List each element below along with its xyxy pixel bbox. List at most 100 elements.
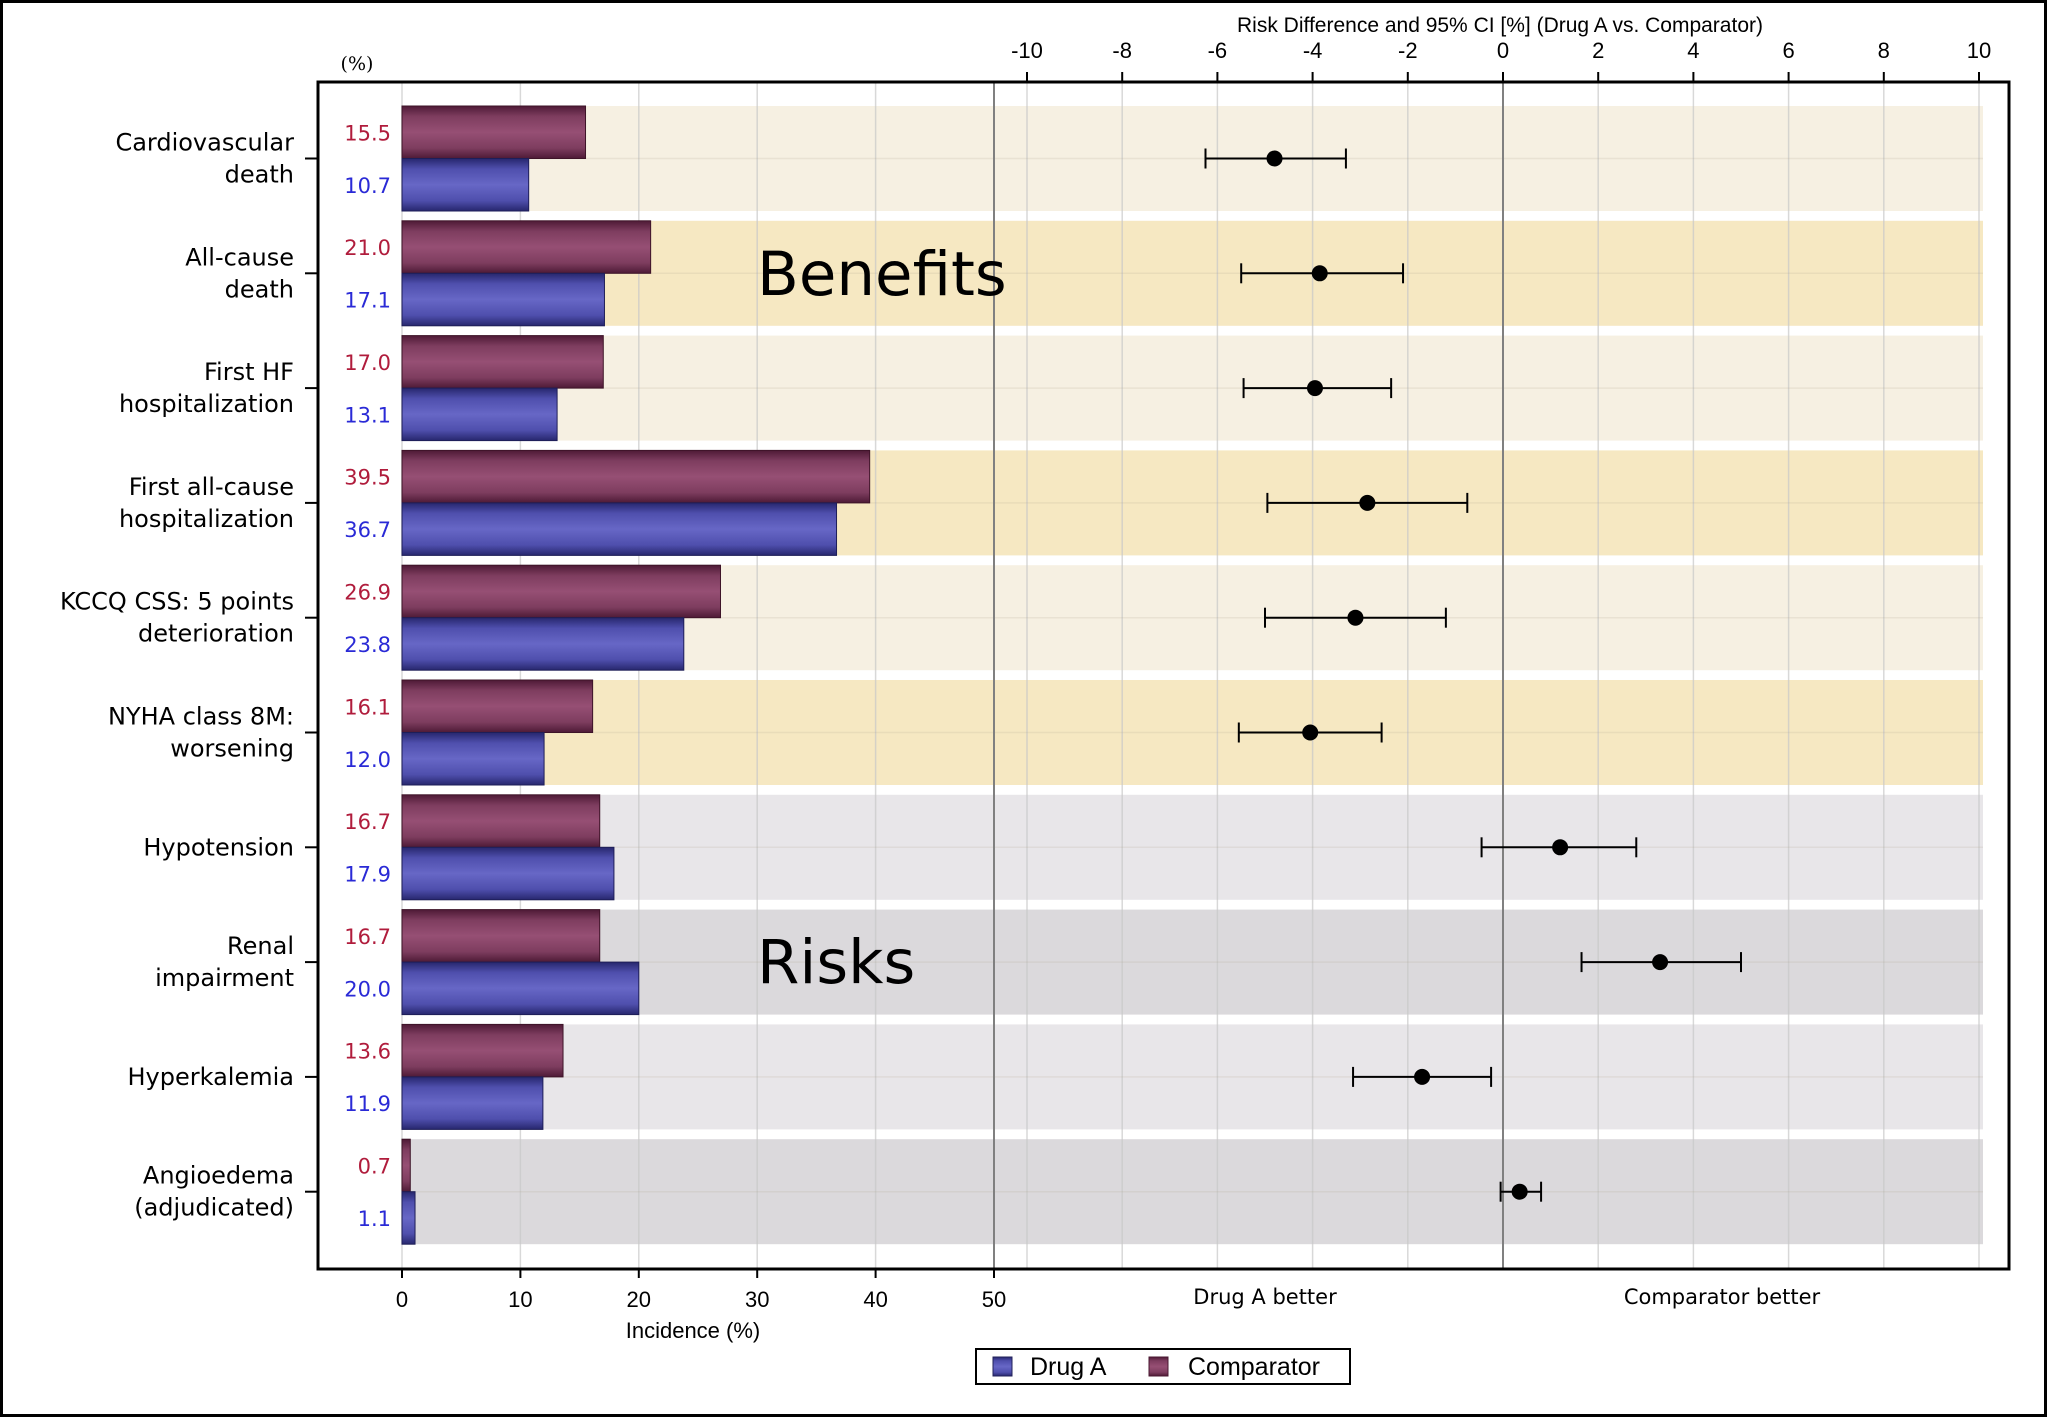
rd-tick-label: -4 — [1303, 38, 1323, 63]
unit-label: (%) — [341, 53, 374, 75]
rd-tick-label: 4 — [1687, 38, 1699, 63]
bar-drug-a — [401, 1191, 416, 1245]
value-label-comparator: 13.6 — [344, 1040, 391, 1064]
row-band-7 — [402, 794, 1983, 900]
rd-tick-label: 2 — [1592, 38, 1604, 63]
value-label-comparator: 16.7 — [344, 810, 391, 834]
row-band-2 — [402, 220, 1983, 326]
category-label: deterioration — [138, 620, 294, 648]
bar-drug-a — [401, 158, 530, 212]
value-label-comparator: 16.1 — [344, 695, 391, 719]
drug-a-better-label: Drug A better — [1193, 1285, 1337, 1309]
incidence-tick-label: 0 — [396, 1287, 408, 1312]
point-estimate — [1347, 609, 1364, 626]
incidence-tick-label: 20 — [627, 1287, 651, 1312]
value-label-drug-a: 1.1 — [358, 1207, 391, 1231]
value-label-drug-a: 23.8 — [344, 633, 391, 657]
legend-swatch-drug-a — [992, 1356, 1013, 1377]
comparator-better-label: Comparator better — [1624, 1285, 1821, 1309]
bar-drug-a — [401, 846, 615, 901]
rd-tick-label: 8 — [1878, 38, 1890, 63]
category-label: death — [225, 161, 294, 189]
group-label-risks: Risks — [757, 927, 915, 998]
bar-comparator — [401, 1138, 411, 1193]
category-label: Hypotension — [143, 833, 294, 861]
row-band-1 — [402, 106, 1983, 211]
rd-tick-label: -8 — [1112, 38, 1132, 63]
legend-swatch-comparator — [1148, 1356, 1169, 1377]
bar-comparator — [401, 679, 594, 733]
value-label-drug-a: 12.0 — [344, 748, 391, 772]
group-label-benefits: Benefits — [757, 239, 1007, 310]
category-label: impairment — [155, 964, 294, 992]
value-label-drug-a: 11.9 — [344, 1092, 391, 1116]
legend: Drug A Comparator — [975, 1348, 1351, 1385]
value-label-comparator: 26.9 — [344, 580, 391, 604]
category-label: death — [225, 275, 294, 303]
row-band-9 — [402, 1024, 1983, 1130]
value-label-comparator: 17.0 — [344, 351, 391, 375]
bar-comparator — [401, 220, 652, 274]
bar-comparator — [401, 1023, 564, 1078]
value-label-drug-a: 20.0 — [344, 977, 391, 1001]
category-label: First HF — [204, 358, 294, 386]
point-estimate — [1414, 1068, 1431, 1085]
point-estimate — [1306, 380, 1323, 397]
category-label: (adjudicated) — [134, 1194, 294, 1222]
value-label-drug-a: 17.1 — [344, 289, 391, 313]
bar-comparator — [401, 335, 604, 389]
point-estimate — [1311, 265, 1328, 282]
bar-drug-a — [401, 502, 838, 556]
bar-drug-a — [401, 272, 605, 327]
incidence-tick-label: 10 — [508, 1287, 532, 1312]
value-label-comparator: 16.7 — [344, 925, 391, 949]
category-label: Cardiovascular — [115, 129, 294, 157]
risk-difference-forest — [1204, 148, 1742, 1202]
category-label: First all-cause — [129, 473, 294, 501]
risk-difference-title: Risk Difference and 95% CI [%] (Drug A v… — [1237, 14, 1763, 37]
value-label-comparator: 39.5 — [344, 466, 391, 490]
bar-drug-a — [401, 617, 685, 671]
bar-drug-a — [401, 1076, 544, 1130]
value-label-drug-a: 17.9 — [344, 863, 391, 887]
category-label: hospitalization — [119, 390, 294, 418]
point-estimate — [1359, 494, 1376, 511]
benefit-risk-chart: 0 10 20 30 40 50 -10 -8 -6 -4 -2 0 2 4 6 8 10 (%) Risk D… — [60, 14, 2011, 1385]
category-label: worsening — [170, 735, 294, 763]
value-label-drug-a: 36.7 — [344, 518, 391, 542]
bar-comparator — [401, 449, 871, 504]
category-label: NYHA class 8M: — [108, 703, 294, 731]
row-band-3 — [402, 335, 1983, 441]
rd-tick-label: -2 — [1398, 38, 1418, 63]
bar-drug-a — [401, 387, 558, 442]
value-label-drug-a: 10.7 — [344, 174, 391, 198]
legend-label-drug-a: Drug A — [1030, 1353, 1107, 1381]
axes: 0 10 20 30 40 50 -10 -8 -6 -4 -2 0 2 4 6 8 10 — [305, 38, 2011, 1312]
bar-comparator — [401, 105, 587, 159]
point-estimate — [1266, 150, 1283, 167]
bar-drug-a — [401, 732, 545, 786]
category-label: Angioedema — [143, 1162, 294, 1190]
bar-comparator — [401, 794, 601, 848]
point-estimate — [1302, 724, 1319, 741]
value-label-comparator: 21.0 — [344, 236, 391, 260]
rd-tick-label: -10 — [1011, 38, 1043, 63]
point-estimate — [1552, 839, 1569, 856]
rd-tick-label: 0 — [1497, 38, 1509, 63]
category-label: Hyperkalemia — [128, 1063, 295, 1091]
incidence-axis-label: Incidence (%) — [626, 1318, 761, 1343]
value-label-drug-a: 13.1 — [344, 403, 391, 427]
incidence-bars — [401, 105, 871, 1245]
plot-box — [316, 80, 2011, 1271]
incidence-tick-label: 50 — [982, 1287, 1006, 1312]
incidence-tick-label: 40 — [863, 1287, 887, 1312]
category-label: Renal — [227, 932, 294, 960]
category-label: KCCQ CSS: 5 points — [60, 588, 294, 616]
legend-label-comparator: Comparator — [1188, 1353, 1320, 1381]
rd-tick-label: -6 — [1208, 38, 1228, 63]
rd-tick-label: 10 — [1967, 38, 1991, 63]
rd-tick-label: 6 — [1782, 38, 1794, 63]
labels: (%) Risk Difference and 95% CI [%] (Drug… — [60, 14, 1821, 1343]
category-label: hospitalization — [119, 505, 294, 533]
